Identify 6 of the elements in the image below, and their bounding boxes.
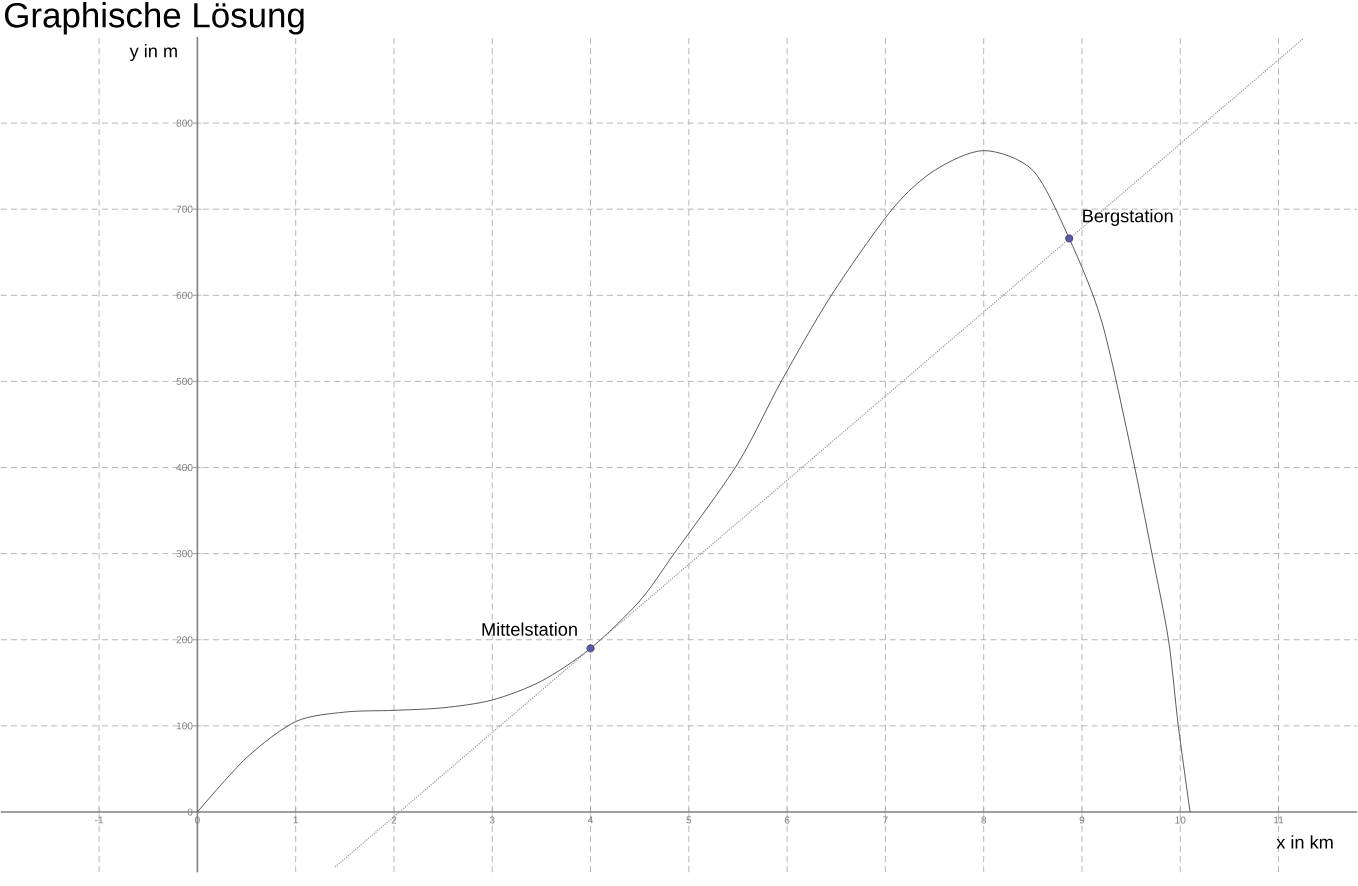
- chart-title: Graphische Lösung: [4, 1, 304, 35]
- annotation: Mittelstation: [482, 622, 577, 636]
- x-axis-title: x in km: [1276, 835, 1333, 849]
- line-series: [196, 150, 1191, 813]
- annotation: Bergstation: [1083, 208, 1173, 226]
- y-axis-title: y in m: [129, 44, 177, 61]
